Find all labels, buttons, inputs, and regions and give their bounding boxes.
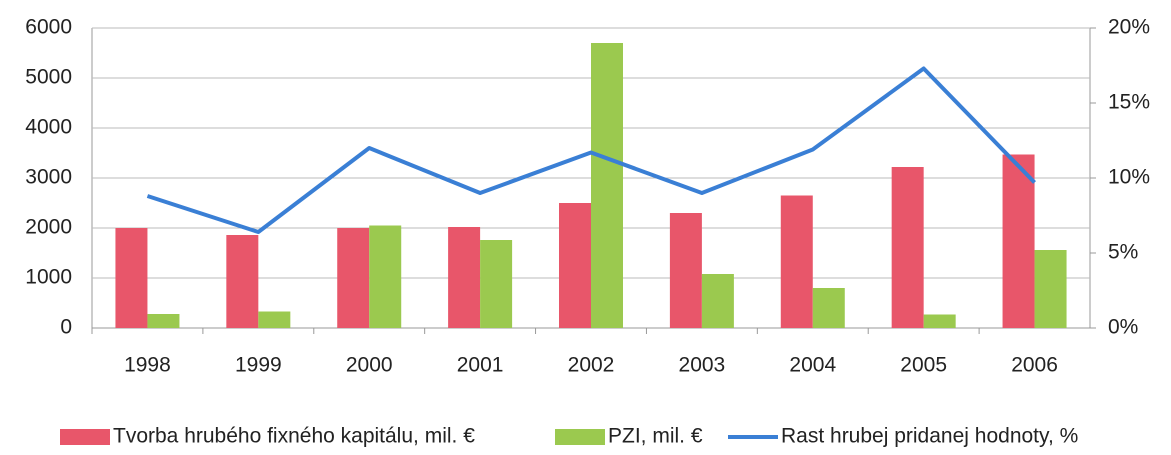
bar [559, 203, 591, 328]
x-tick-label: 2006 [1011, 354, 1058, 377]
bar [115, 228, 148, 328]
bar [226, 235, 259, 328]
x-tick-label: 1999 [235, 354, 282, 377]
legend-label: PZI, mil. € [608, 425, 703, 448]
bar [369, 225, 402, 328]
y2-tick-label: 10% [1108, 166, 1150, 189]
y2-tick-label: 20% [1108, 16, 1150, 39]
x-tick-label: 2000 [346, 354, 393, 377]
y-tick-label: 0 [60, 316, 72, 339]
bar [1034, 250, 1067, 328]
y-tick-label: 6000 [25, 16, 72, 39]
bar [480, 240, 513, 328]
y-tick-label: 2000 [25, 216, 72, 239]
bar [591, 43, 623, 328]
bar [701, 274, 734, 328]
bar [448, 227, 481, 328]
bar [891, 167, 924, 328]
bar [258, 311, 291, 328]
x-tick-label: 2002 [568, 354, 615, 377]
y-tick-label: 1000 [25, 266, 72, 289]
x-tick-label: 1998 [124, 354, 171, 377]
bar [780, 195, 813, 328]
bar [669, 213, 702, 328]
legend-swatch [60, 429, 110, 445]
bar [1002, 154, 1035, 328]
bar [337, 228, 370, 328]
x-tick-label: 2003 [679, 354, 726, 377]
legend-label: Tvorba hrubého fixného kapitálu, mil. € [113, 425, 475, 448]
y2-tick-label: 15% [1108, 91, 1150, 114]
bar [923, 314, 956, 328]
x-tick-label: 2004 [789, 354, 836, 377]
bar [812, 288, 845, 328]
x-tick-label: 2005 [900, 354, 947, 377]
y2-tick-label: 0% [1108, 316, 1138, 339]
line [146, 66, 1036, 234]
y-tick-label: 5000 [25, 66, 72, 89]
x-tick-label: 2001 [457, 354, 504, 377]
y-tick-label: 3000 [25, 166, 72, 189]
legend-label: Rast hrubej pridanej hodnoty, % [781, 425, 1078, 448]
bar [147, 314, 180, 328]
y2-tick-label: 5% [1108, 241, 1138, 264]
y-tick-label: 4000 [25, 116, 72, 139]
legend-swatch [555, 429, 605, 445]
